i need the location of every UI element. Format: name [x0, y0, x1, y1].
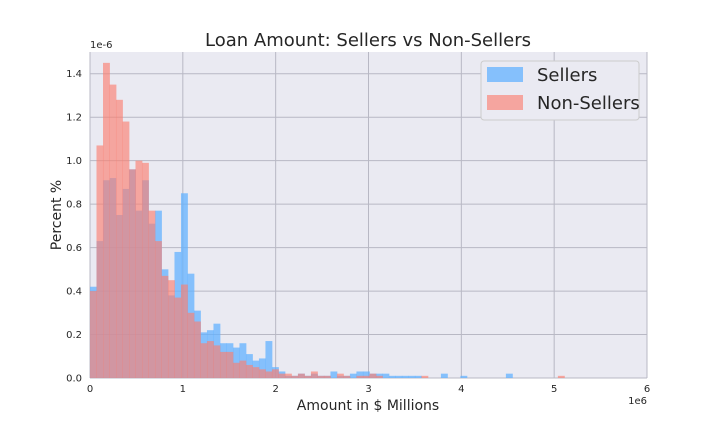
- bar-sellers: [408, 375, 416, 378]
- bar-non-sellers: [278, 373, 286, 378]
- bar-non-sellers: [304, 375, 312, 378]
- histogram-bars: [90, 62, 565, 379]
- bar-non-sellers: [128, 169, 136, 378]
- x-tick-label: 4: [458, 384, 464, 395]
- bar-non-sellers: [557, 375, 565, 378]
- bar-sellers: [414, 375, 422, 378]
- legend-swatch-sellers: [487, 67, 523, 82]
- bar-non-sellers: [369, 373, 377, 378]
- bar-sellers: [440, 373, 448, 378]
- legend: Sellers Non-Sellers: [480, 60, 640, 121]
- bar-non-sellers: [336, 373, 344, 378]
- y-tick-label: 1.4: [66, 69, 82, 80]
- bar-non-sellers: [187, 312, 195, 378]
- bar-sellers: [265, 341, 273, 378]
- x-tick-label: 0: [87, 384, 93, 395]
- bar-sellers: [356, 371, 364, 378]
- legend-swatch-non-sellers: [487, 95, 523, 110]
- bar-sellers: [505, 373, 513, 378]
- bar-non-sellers: [317, 375, 325, 378]
- bar-non-sellers: [375, 375, 383, 378]
- y-tick-label: 0.4: [66, 287, 82, 298]
- y-axis-label: Percent %: [49, 180, 65, 250]
- bar-non-sellers: [265, 371, 273, 378]
- bar-sellers: [388, 375, 396, 378]
- x-axis-label: Amount in $ Millions: [297, 398, 439, 414]
- bar-sellers: [460, 375, 468, 378]
- bar-sellers: [401, 375, 409, 378]
- bar-sellers: [382, 373, 390, 378]
- x-axis-ticks: 0 1 2 3 4 5 6: [87, 384, 650, 395]
- bar-non-sellers: [421, 375, 429, 378]
- bar-non-sellers: [297, 373, 305, 378]
- bar-non-sellers: [154, 241, 162, 378]
- legend-label-sellers: Sellers: [537, 65, 597, 86]
- y-tick-label: 0.8: [66, 200, 82, 211]
- bar-non-sellers: [161, 275, 169, 378]
- bar-non-sellers: [135, 160, 143, 378]
- bar-sellers: [395, 375, 403, 378]
- y-axis-ticks: 0.0 0.2 0.4 0.6 0.8 1.0 1.2 1.4: [66, 69, 82, 384]
- bar-non-sellers: [141, 162, 149, 378]
- bar-non-sellers: [102, 62, 110, 378]
- bar-non-sellers: [252, 367, 260, 378]
- bar-non-sellers: [213, 345, 221, 378]
- bar-non-sellers: [219, 351, 227, 378]
- chart-title: Loan Amount: Sellers vs Non-Sellers: [205, 30, 531, 51]
- bar-non-sellers: [323, 375, 331, 378]
- bar-non-sellers: [206, 341, 214, 378]
- bar-non-sellers: [310, 371, 318, 378]
- bar-non-sellers: [167, 280, 175, 378]
- y-tick-label: 1.0: [66, 156, 82, 167]
- x-tick-label: 2: [272, 384, 278, 395]
- y-tick-label: 0.2: [66, 330, 82, 341]
- bar-non-sellers: [284, 373, 292, 378]
- y-tick-label: 1.2: [66, 113, 82, 124]
- y-axis-offset-text: 1e-6: [90, 40, 113, 51]
- bar-sellers: [330, 371, 338, 378]
- x-axis-offset-text: 1e6: [628, 396, 647, 407]
- bar-non-sellers: [226, 351, 234, 378]
- bar-non-sellers: [193, 321, 201, 378]
- bar-non-sellers: [200, 343, 208, 378]
- bar-non-sellers: [115, 99, 123, 379]
- bar-non-sellers: [90, 291, 97, 378]
- bar-non-sellers: [356, 375, 364, 378]
- bar-non-sellers: [122, 121, 130, 379]
- y-tick-label: 0.0: [66, 374, 82, 385]
- bar-non-sellers: [109, 84, 117, 378]
- bar-non-sellers: [245, 364, 253, 378]
- y-tick-label: 0.6: [66, 243, 82, 254]
- bar-non-sellers: [258, 369, 266, 378]
- bar-non-sellers: [232, 362, 240, 378]
- bar-non-sellers: [180, 284, 188, 378]
- bar-sellers: [349, 373, 357, 378]
- bar-sellers: [362, 371, 370, 378]
- bar-non-sellers: [362, 375, 370, 378]
- bar-non-sellers: [291, 375, 299, 378]
- bar-non-sellers: [148, 210, 156, 378]
- x-tick-label: 3: [365, 384, 371, 395]
- bar-non-sellers: [239, 360, 247, 378]
- x-tick-label: 5: [551, 384, 557, 395]
- legend-label-non-sellers: Non-Sellers: [537, 93, 640, 114]
- bar-sellers: [258, 358, 266, 378]
- x-tick-label: 6: [644, 384, 650, 395]
- bar-non-sellers: [271, 369, 279, 378]
- x-tick-label: 1: [180, 384, 186, 395]
- bar-non-sellers: [343, 375, 351, 378]
- bar-non-sellers: [174, 297, 182, 378]
- bar-non-sellers: [96, 145, 104, 378]
